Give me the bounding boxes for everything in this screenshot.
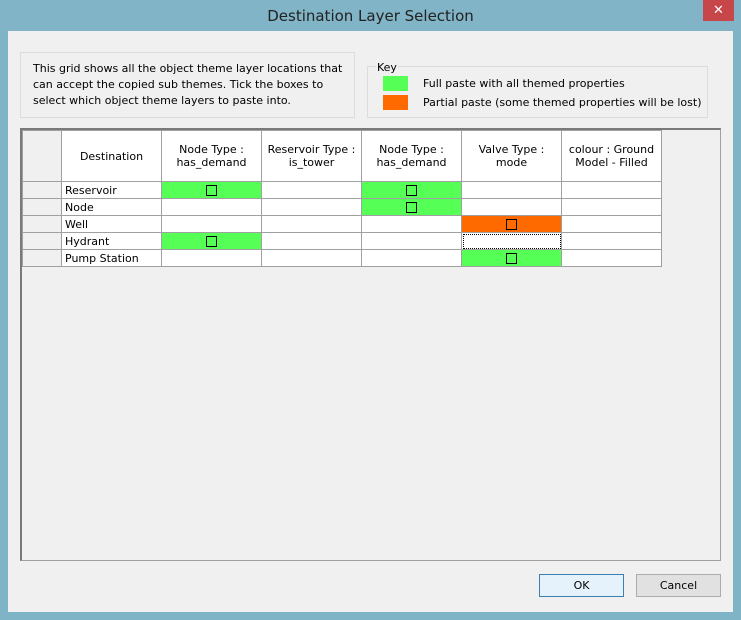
column-header[interactable]: Destination xyxy=(61,130,162,182)
key-group: Key Full paste with all themed propertie… xyxy=(367,61,708,118)
grid-cell xyxy=(561,249,662,267)
grid-cell[interactable] xyxy=(461,249,562,267)
grid-cell[interactable] xyxy=(361,198,462,216)
ok-button[interactable]: OK xyxy=(539,574,624,597)
column-header[interactable]: Node Type : has_demand xyxy=(361,130,462,182)
close-icon[interactable]: ✕ xyxy=(703,0,734,21)
grid-cell xyxy=(561,232,662,250)
grid-cell xyxy=(261,181,362,199)
table-row: Hydrant xyxy=(22,232,662,250)
destination-name: Node xyxy=(61,198,162,216)
key-label: Key xyxy=(376,61,398,74)
grid-cell xyxy=(461,198,562,216)
paste-checkbox[interactable] xyxy=(506,252,517,264)
cancel-button[interactable]: Cancel xyxy=(636,574,721,597)
window-title: Destination Layer Selection xyxy=(267,7,474,25)
paste-checkbox[interactable] xyxy=(406,184,417,196)
grid-cell[interactable] xyxy=(161,181,262,199)
grid-cell xyxy=(361,249,462,267)
paste-checkbox[interactable] xyxy=(406,201,417,213)
full-paste-label: Full paste with all themed properties xyxy=(423,77,625,90)
column-header[interactable]: Reservoir Type : is_tower xyxy=(261,130,362,182)
grid-cell xyxy=(561,181,662,199)
grid-cell[interactable] xyxy=(461,215,562,233)
row-header[interactable] xyxy=(22,249,62,267)
table-row: Reservoir xyxy=(22,181,662,199)
row-header[interactable] xyxy=(22,198,62,216)
paste-checkbox[interactable] xyxy=(506,218,517,230)
paste-checkbox[interactable] xyxy=(206,235,217,247)
partial-paste-swatch xyxy=(383,95,408,110)
column-header[interactable]: Node Type : has_demand xyxy=(161,130,262,182)
destination-grid: Destination Node Type : has_demand Reservo… xyxy=(20,128,721,561)
grid-cell xyxy=(261,249,362,267)
partial-paste-label: Partial paste (some themed properties wi… xyxy=(423,96,702,109)
grid-cell xyxy=(161,249,262,267)
grid-cell xyxy=(261,198,362,216)
row-header[interactable] xyxy=(22,181,62,199)
table-row: Well xyxy=(22,215,662,233)
corner-header xyxy=(22,130,62,182)
destination-name: Hydrant xyxy=(61,232,162,250)
grid-cell xyxy=(261,232,362,250)
grid-cell xyxy=(261,215,362,233)
grid-cell xyxy=(361,215,462,233)
grid-cell[interactable] xyxy=(361,181,462,199)
grid-cell xyxy=(361,232,462,250)
destination-name: Reservoir xyxy=(61,181,162,199)
grid-table: Destination Node Type : has_demand Reservo… xyxy=(22,130,662,267)
grid-cell xyxy=(161,215,262,233)
row-header[interactable] xyxy=(22,215,62,233)
paste-checkbox[interactable] xyxy=(206,184,217,196)
row-header[interactable] xyxy=(22,232,62,250)
title-bar: Destination Layer Selection ✕ xyxy=(0,0,741,31)
info-text: This grid shows all the object theme lay… xyxy=(20,52,355,118)
table-row: Pump Station xyxy=(22,249,662,267)
destination-name: Well xyxy=(61,215,162,233)
table-row: Node xyxy=(22,198,662,216)
column-header[interactable]: colour : Ground Model - Filled xyxy=(561,130,662,182)
grid-cell xyxy=(461,181,562,199)
full-paste-swatch xyxy=(383,76,408,91)
grid-cell[interactable] xyxy=(161,232,262,250)
destination-name: Pump Station xyxy=(61,249,162,267)
grid-cell xyxy=(561,215,662,233)
grid-cell xyxy=(561,198,662,216)
column-header[interactable]: Valve Type : mode xyxy=(461,130,562,182)
grid-cell[interactable] xyxy=(461,232,562,250)
grid-cell xyxy=(161,198,262,216)
